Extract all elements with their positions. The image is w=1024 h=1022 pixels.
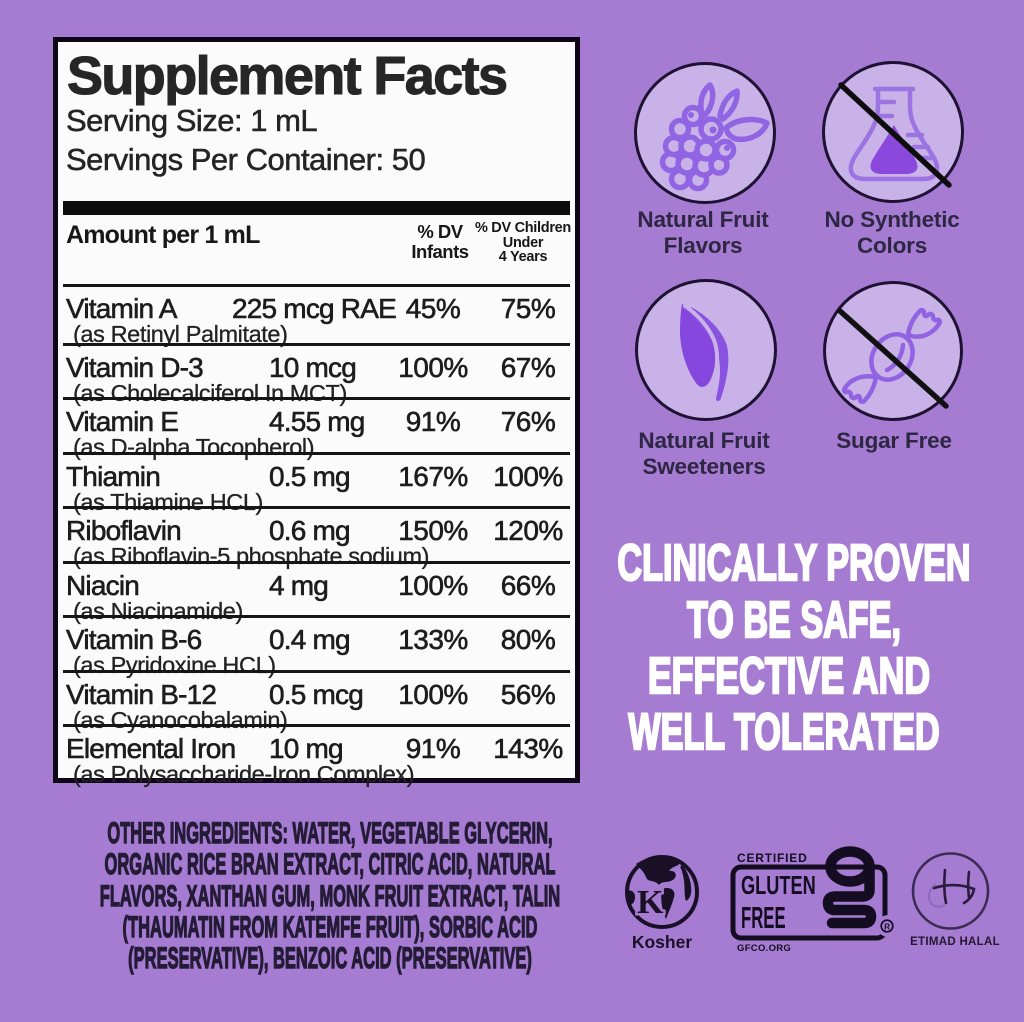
svg-text:CERTIFIED: CERTIFIED [737,851,808,865]
svg-text:K: K [637,884,664,921]
svg-text:K: K [637,884,664,921]
svg-text:FREE: FREE [741,901,786,936]
svg-text:R: R [884,923,890,932]
svg-text:GFCO.ORG: GFCO.ORG [737,943,791,954]
svg-text:GLUTEN: GLUTEN [741,871,816,900]
